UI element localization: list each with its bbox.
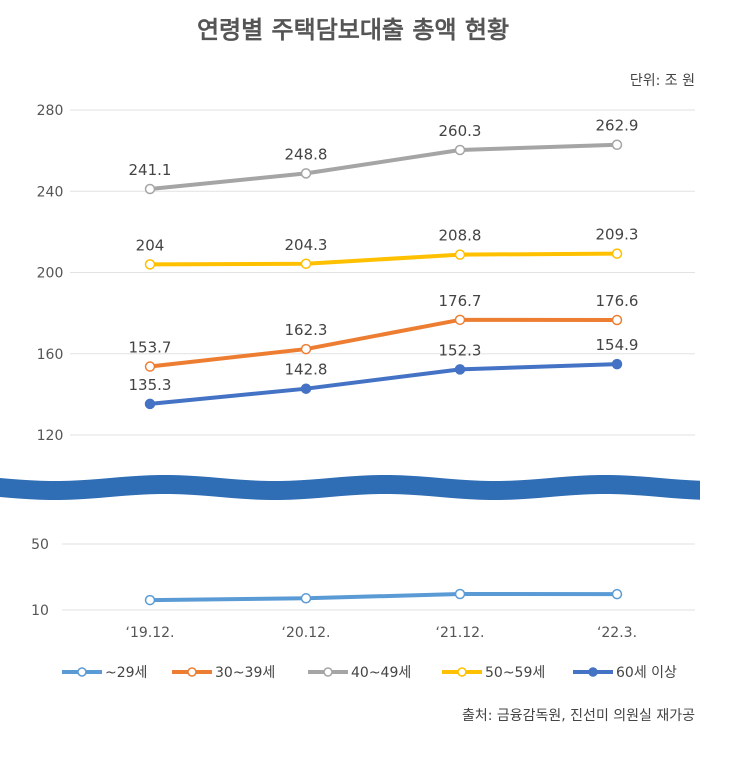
data-point <box>611 248 623 259</box>
legend-item: ~29세 <box>62 665 147 681</box>
legend-label: 60세 이상 <box>616 665 677 681</box>
legend-marker <box>77 667 87 677</box>
data-point <box>454 314 466 326</box>
data-point <box>300 168 312 179</box>
data-point <box>144 594 156 606</box>
series-40~49세: 241.1 248.8 260.3 262.9 <box>129 117 639 195</box>
x-tick-label: ‘20.12. <box>282 625 331 641</box>
series-~29세 <box>144 588 623 606</box>
data-point <box>144 398 156 410</box>
data-label: 162.3 <box>285 321 328 339</box>
legend-label: ~29세 <box>105 665 147 681</box>
series-60세 이상: 135.3 142.8 152.3 154.9 <box>129 336 639 410</box>
axis-break-band <box>0 475 700 500</box>
data-label: 153.7 <box>129 339 172 357</box>
legend-marker <box>457 667 467 677</box>
data-label: 204.3 <box>285 236 328 254</box>
legend-marker <box>588 667 598 677</box>
chart-title: 연령별 주택담보대출 총액 현황 <box>197 16 509 44</box>
series-line <box>149 591 618 603</box>
legend-label: 50~59세 <box>485 665 545 681</box>
legend-marker <box>323 667 333 677</box>
y-tick-label: 50 <box>31 537 49 553</box>
data-point <box>300 593 312 604</box>
legend-item: 50~59세 <box>442 665 545 681</box>
data-label: 262.9 <box>596 117 639 135</box>
y-tick-label: 280 <box>37 103 64 119</box>
legend-label: 40~49세 <box>351 665 411 681</box>
x-tick-label: ‘21.12. <box>436 625 485 641</box>
data-point <box>300 383 312 394</box>
data-point <box>144 259 156 270</box>
data-point <box>300 343 312 355</box>
legend-marker <box>187 667 197 677</box>
legend-label: 30~39세 <box>215 665 275 681</box>
data-label: 152.3 <box>439 341 482 359</box>
y-tick-label: 10 <box>31 603 49 619</box>
legend-item: 60세 이상 <box>573 665 677 681</box>
data-point <box>300 258 312 270</box>
series-line <box>149 317 618 369</box>
y-tick-label: 240 <box>37 184 64 200</box>
series-line <box>149 142 618 192</box>
data-point <box>611 588 623 600</box>
data-point <box>454 588 466 600</box>
data-label: 241.1 <box>129 161 172 179</box>
data-point <box>454 249 466 260</box>
data-label: 176.6 <box>596 292 639 310</box>
x-tick-label: ‘19.12. <box>126 625 175 641</box>
series-line <box>149 251 618 267</box>
data-point <box>454 364 466 375</box>
data-point <box>611 139 623 150</box>
data-label: 208.8 <box>439 227 482 245</box>
x-tick-label: ‘22.3. <box>597 625 637 641</box>
data-label: 154.9 <box>596 336 639 354</box>
y-tick-label: 160 <box>37 347 64 363</box>
series-line <box>149 362 618 406</box>
data-label: 135.3 <box>129 376 172 394</box>
legend-item: 30~39세 <box>172 665 275 681</box>
legend-item: 40~49세 <box>308 665 411 681</box>
data-point <box>454 144 466 156</box>
source-label: 출처: 금융감독원, 진선미 의원실 재가공 <box>462 708 695 724</box>
data-point <box>611 358 623 370</box>
data-label: 209.3 <box>596 226 639 244</box>
series-30~39세: 153.7 162.3 176.7 176.6 <box>129 292 639 372</box>
data-point <box>144 361 156 372</box>
series-50~59세: 204 204.3 208.8 209.3 <box>136 226 639 270</box>
data-label: 248.8 <box>285 145 328 163</box>
y-tick-label: 200 <box>37 266 64 282</box>
data-point <box>611 314 623 326</box>
data-point <box>144 183 156 195</box>
data-label: 176.7 <box>439 292 482 310</box>
data-label: 204 <box>136 236 165 254</box>
data-label: 142.8 <box>285 361 328 379</box>
unit-label: 단위: 조 원 <box>630 73 695 89</box>
y-tick-label: 120 <box>37 428 64 444</box>
data-label: 260.3 <box>439 122 482 140</box>
